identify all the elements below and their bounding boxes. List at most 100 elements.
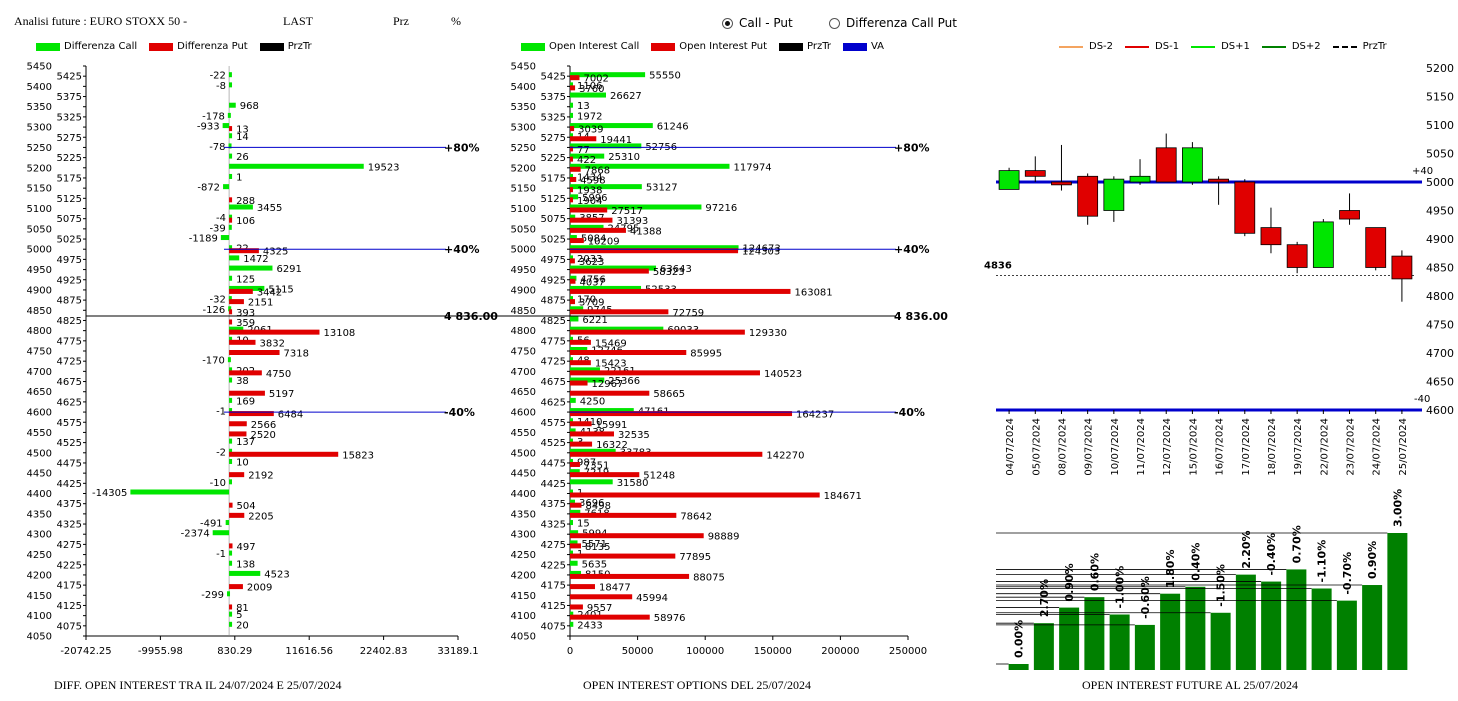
- put-diff-bar: [229, 339, 256, 345]
- y-tick-label: 4825: [57, 316, 82, 327]
- prz-label: Prz: [393, 14, 409, 28]
- oi-put-bar: [570, 299, 576, 305]
- oi-put-bar: [570, 288, 791, 294]
- y-tick-label: 4600: [27, 408, 52, 419]
- oi-call-bar: [570, 458, 573, 464]
- x-tick-label: 830.29: [217, 646, 252, 657]
- oi-call-value-label: 13: [577, 101, 590, 112]
- y-tick-label: 4875: [541, 296, 566, 307]
- oi-put-value-label: 163081: [794, 287, 832, 298]
- y-tick-label: 4275: [541, 540, 566, 551]
- oi-call-value-label: 25310: [608, 152, 640, 163]
- oi-call-value-label: 55550: [649, 71, 681, 82]
- oi-put-value-label: 4598: [580, 175, 605, 186]
- candle-body: [1051, 181, 1072, 186]
- oi-put-bar: [570, 278, 576, 284]
- oi-put-bar: [570, 370, 760, 376]
- call-diff-value-label: -126: [203, 305, 226, 316]
- y-tick-label: 5300: [27, 123, 52, 134]
- y-tick-label: 5450: [511, 62, 536, 73]
- oi-call-value-label: 1972: [577, 111, 602, 122]
- oi-call-bar: [570, 448, 616, 454]
- y-tick-label: 5450: [27, 62, 52, 73]
- call-diff-bar: [229, 438, 233, 444]
- oi-put-value-label: 184671: [824, 491, 862, 502]
- y-tick-label: 4400: [27, 489, 52, 500]
- call-diff-bar: [229, 570, 261, 576]
- oi-call-bar: [570, 72, 646, 78]
- oi-call-value-label: 5084: [581, 234, 606, 245]
- oi-put-value-label: 422: [577, 155, 596, 166]
- y-tick-label: 5000: [511, 245, 536, 256]
- y-tick-label: 5000: [1426, 176, 1454, 189]
- call-diff-value-label: 5: [236, 610, 242, 621]
- oi-put-bar: [570, 85, 576, 91]
- call-diff-value-label: -933: [197, 122, 220, 133]
- put-diff-bar: [229, 309, 233, 315]
- y-tick-label: 4675: [57, 377, 82, 388]
- future-bar: [1362, 585, 1383, 670]
- call-diff-value-label: -2374: [181, 529, 210, 540]
- call-diff-bar: [229, 102, 236, 108]
- y-tick-label: 5375: [57, 92, 82, 103]
- radio-selected-icon[interactable]: [722, 17, 733, 29]
- oi-put-bar: [570, 126, 575, 132]
- put-diff-value-label: 2009: [247, 583, 272, 594]
- x-tick-label: 04/07/2024: [1005, 418, 1016, 476]
- oi-call-bar: [570, 316, 579, 322]
- oi-call-bar: [570, 255, 573, 261]
- y-tick-label: 4850: [511, 306, 536, 317]
- call-diff-value-label: 38: [236, 376, 249, 387]
- call-diff-bar: [229, 336, 233, 342]
- oi-call-bar: [570, 560, 578, 566]
- put-diff-value-label: 5197: [269, 389, 294, 400]
- y-tick-label: 4700: [1426, 347, 1454, 360]
- oi-call-value-label: 53127: [646, 183, 678, 194]
- y-tick-label: 4725: [57, 357, 82, 368]
- radio-unselected-icon[interactable]: [829, 17, 840, 29]
- oi-call-value-label: 3696: [579, 498, 604, 509]
- x-tick-label: 16/07/2024: [1215, 418, 1226, 476]
- y-tick-label: 5150: [1426, 91, 1454, 104]
- x-tick-label: 18/07/2024: [1267, 418, 1278, 476]
- oi-put-value-label: 15469: [595, 338, 627, 349]
- call-diff-bar: [229, 255, 240, 261]
- y-tick-label: 5200: [27, 163, 52, 174]
- oi-call-bar: [570, 112, 573, 118]
- call-diff-value-label: -170: [202, 356, 225, 367]
- radio-differenza[interactable]: Differenza Call Put: [829, 16, 957, 30]
- oi-call-value-label: 31580: [617, 478, 649, 489]
- y-tick-label: 5050: [511, 224, 536, 235]
- oi-put-bar: [570, 268, 649, 274]
- y-tick-label: 4475: [57, 458, 82, 469]
- oi-put-bar: [570, 187, 573, 193]
- legend-label: DS-2: [1089, 41, 1114, 52]
- candle-body: [1365, 227, 1387, 268]
- y-tick-label: 4850: [27, 306, 52, 317]
- call-diff-bar: [229, 326, 244, 332]
- oi-put-value-label: 98889: [708, 532, 740, 543]
- oi-put-value-label: 129330: [749, 328, 787, 339]
- legend-swatch-black: [779, 42, 803, 51]
- call-diff-value-label: -1: [216, 407, 226, 418]
- legend-swatch-green: [36, 42, 60, 51]
- oi-call-value-label: 61246: [657, 122, 689, 133]
- y-tick-label: 5425: [57, 72, 82, 83]
- y-tick-label: 5175: [57, 173, 82, 184]
- future-bar: [1134, 624, 1155, 670]
- oi-put-bar: [570, 431, 614, 437]
- radio-call-put[interactable]: Call - Put: [722, 16, 793, 30]
- oi-put-value-label: 4037: [579, 277, 604, 288]
- put-diff-value-label: 497: [237, 542, 256, 553]
- put-diff-value-label: 3832: [260, 338, 285, 349]
- oi-call-bar: [570, 214, 576, 220]
- y-tick-label: 4075: [541, 621, 566, 632]
- y-tick-label: 4300: [511, 530, 536, 541]
- candle-body: [1208, 178, 1229, 183]
- future-bar: [1387, 533, 1408, 670]
- y-tick-label: 4925: [57, 275, 82, 286]
- oi-call-bar: [570, 367, 600, 373]
- call-diff-bar: [222, 123, 230, 129]
- put-diff-value-label: 2151: [248, 298, 273, 309]
- y-tick-label: 4575: [541, 418, 566, 429]
